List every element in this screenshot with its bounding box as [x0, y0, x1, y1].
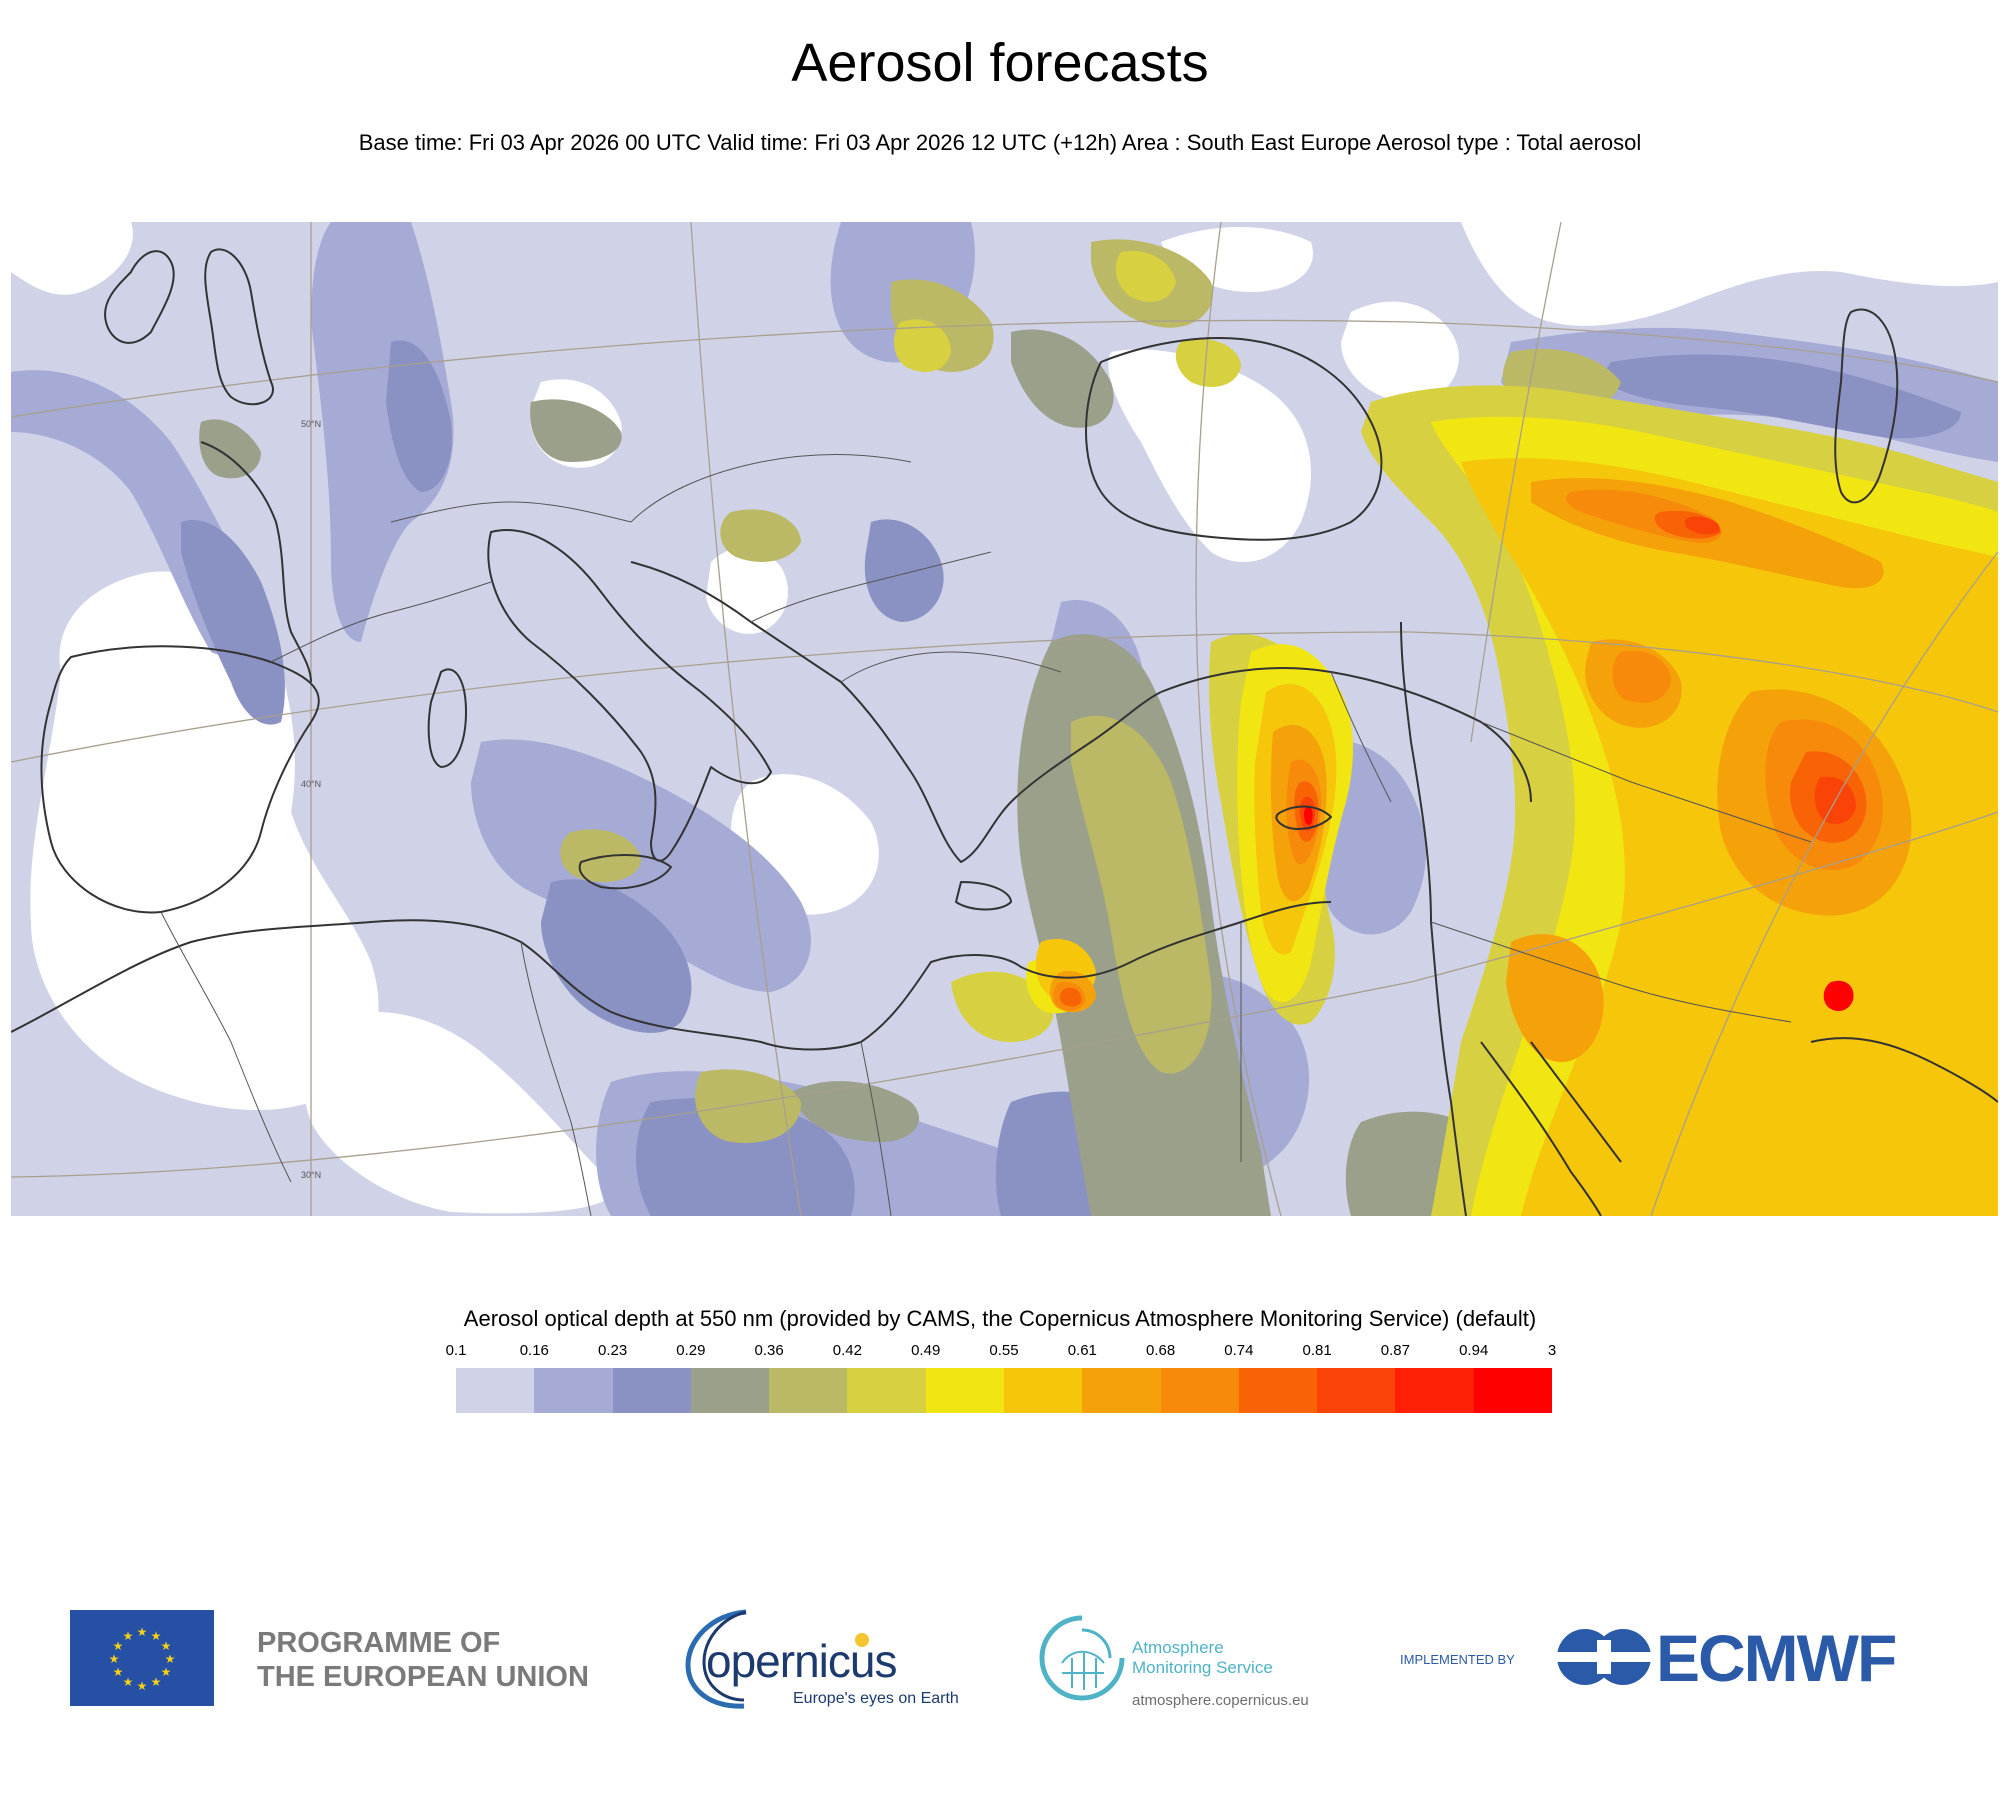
legend-color-cell	[1317, 1368, 1396, 1413]
legend-color-cell	[612, 1368, 691, 1413]
legend-tick: 0.49	[911, 1342, 941, 1359]
legend-color-cell	[1003, 1368, 1083, 1413]
svg-text:★: ★	[113, 1665, 124, 1679]
legend-title: Aerosol optical depth at 550 nm (provide…	[463, 1306, 1537, 1331]
aerosol-map: 50°N 40°N 30°N	[11, 222, 1998, 1216]
svg-text:★: ★	[123, 1675, 134, 1689]
footer-logos: ★ ★ ★ ★ ★ ★ ★ ★ ★ ★ ★ ★ PROGRAMME OF THE EUROPEA…	[0, 1600, 2000, 1720]
implemented-by-label: IMPLEMENTED BY	[1400, 1652, 1515, 1667]
lat-label-30: 30°N	[301, 1170, 321, 1180]
eu-flag-logo: ★ ★ ★ ★ ★ ★ ★ ★ ★ ★ ★ ★	[70, 1610, 214, 1706]
legend-color-cell	[1395, 1368, 1474, 1413]
legend-color-cell	[456, 1368, 535, 1413]
aod-clean-areas	[11, 222, 1998, 1216]
cams-url: atmosphere.copernicus.eu	[1132, 1692, 1309, 1709]
legend-tick: 0.23	[597, 1342, 628, 1359]
cams-name-line-1: Atmosphere	[1132, 1638, 1224, 1657]
legend-tick: 0.36	[754, 1342, 784, 1359]
legend-tick: 0.81	[1302, 1342, 1332, 1359]
legend-color-cell	[1082, 1368, 1161, 1413]
eu-stars-icon: ★ ★★ ★★★ ★★★ ★★★	[109, 1625, 176, 1693]
svg-text:★: ★	[137, 1625, 148, 1639]
legend-tick: 0.68	[1145, 1342, 1176, 1359]
legend-ticks: 0.1 0.16 0.23 0.29 0.36 0.42 0.49 0.55 0…	[446, 1342, 1557, 1362]
svg-text:★: ★	[123, 1629, 134, 1643]
svg-text:★: ★	[151, 1675, 162, 1689]
legend-tick: 0.29	[676, 1342, 706, 1359]
legend-color-cell	[847, 1368, 926, 1413]
legend-tick: 0.61	[1067, 1342, 1097, 1359]
legend-tick: 0.87	[1380, 1342, 1410, 1359]
legend-color-cell	[1160, 1368, 1239, 1413]
legend-tick: 0.94	[1459, 1342, 1489, 1359]
copernicus-wordmark: opernicus	[706, 1635, 897, 1687]
lat-label-40: 40°N	[301, 779, 321, 789]
cams-globe-icon	[1039, 1615, 1125, 1701]
legend-color-cell	[1473, 1368, 1552, 1413]
legend-color-cell	[690, 1368, 770, 1413]
svg-text:★: ★	[161, 1665, 172, 1679]
graticule	[11, 222, 1998, 1216]
legend-tick: 0.1	[445, 1342, 467, 1359]
copernicus-c-icon	[685, 1609, 869, 1709]
svg-text:★: ★	[161, 1639, 172, 1653]
chart-subtitle: Base time: Fri 03 Apr 2026 00 UTC Valid …	[358, 130, 1642, 155]
svg-text:★: ★	[113, 1639, 124, 1653]
lat-label-50: 50°N	[301, 419, 321, 429]
legend-color-bar	[456, 1368, 1552, 1413]
ecmwf-symbol-icon	[1555, 1629, 1655, 1685]
cams-name-line-2: Monitoring Service	[1132, 1658, 1273, 1677]
copernicus-tagline: Europe's eyes on Earth	[793, 1690, 959, 1707]
coastlines	[11, 248, 1998, 1216]
aod-band-094	[1304, 806, 1854, 1012]
svg-text:★: ★	[109, 1652, 120, 1666]
svg-text:★: ★	[151, 1629, 162, 1643]
svg-text:★: ★	[137, 1679, 148, 1693]
legend-tick: 0.55	[989, 1342, 1019, 1359]
legend-tick: 0.16	[519, 1342, 549, 1359]
chart-title: Aerosol forecasts	[791, 33, 1209, 93]
legend-color-cell	[534, 1368, 613, 1413]
eu-line-1: PROGRAMME OF	[257, 1627, 501, 1659]
legend-tick: 0.74	[1224, 1342, 1254, 1359]
eu-line-2: THE EUROPEAN UNION	[257, 1661, 589, 1693]
legend-tick: 3	[1547, 1342, 1557, 1359]
legend-tick: 0.42	[832, 1342, 862, 1359]
legend-color-cell	[769, 1368, 848, 1413]
eu-programme-text: PROGRAMME OF THE EUROPEAN UNION	[257, 1626, 589, 1694]
ecmwf-wordmark: ECMWF	[1656, 1621, 1897, 1695]
legend-color-cell	[1238, 1368, 1318, 1413]
legend-color-cell	[925, 1368, 1004, 1413]
borders	[160, 454, 1812, 1216]
svg-text:★: ★	[165, 1652, 176, 1666]
